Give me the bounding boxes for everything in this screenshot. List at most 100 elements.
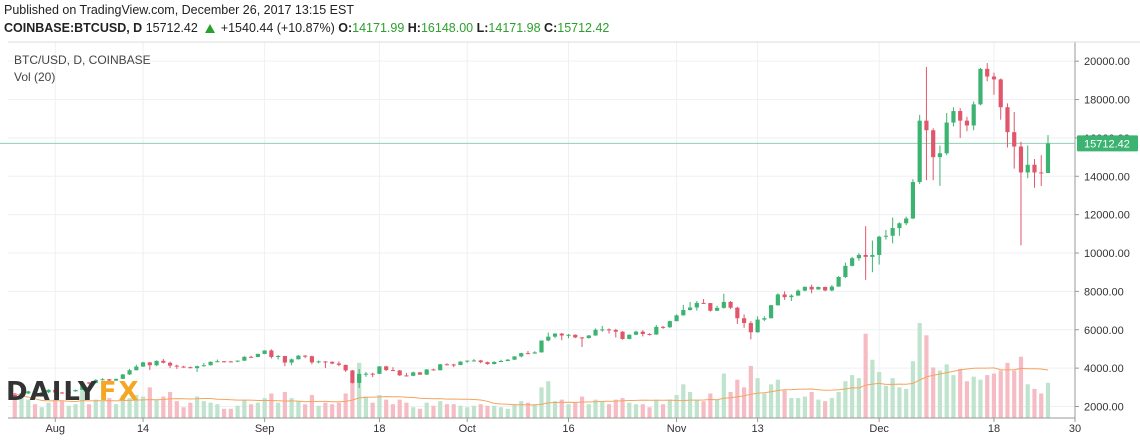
volume-bar bbox=[296, 401, 301, 418]
volume-bar bbox=[944, 364, 949, 418]
candle-body bbox=[113, 378, 119, 381]
volume-bar bbox=[728, 391, 733, 418]
candle-body bbox=[370, 373, 375, 375]
volume-bar bbox=[39, 407, 44, 418]
volume-bar bbox=[809, 391, 814, 418]
volume-bar bbox=[748, 365, 753, 418]
candle-body bbox=[377, 366, 382, 374]
volume-bar bbox=[323, 402, 328, 418]
candle-body bbox=[107, 379, 112, 381]
chart-grid bbox=[8, 42, 1076, 418]
open-value: 14171.99 bbox=[352, 21, 405, 35]
volume-bar bbox=[167, 391, 173, 418]
candle-body bbox=[998, 79, 1003, 108]
volume-bar bbox=[910, 361, 916, 418]
candle-body bbox=[343, 364, 348, 371]
volume-bar bbox=[606, 404, 612, 418]
candle-body bbox=[755, 319, 760, 333]
volume-bar bbox=[789, 398, 794, 418]
candle-body bbox=[1039, 172, 1044, 174]
candle-body bbox=[424, 369, 429, 375]
volume-bar bbox=[59, 401, 65, 418]
candle-body bbox=[262, 350, 267, 354]
x-tick-label: 14 bbox=[137, 423, 149, 435]
candle-body bbox=[505, 359, 510, 362]
volume-bar bbox=[593, 399, 598, 418]
candle-body bbox=[1005, 107, 1010, 133]
volume-bar bbox=[904, 388, 909, 418]
candle-body bbox=[890, 228, 895, 236]
volume-bar bbox=[856, 378, 861, 418]
volume-bar bbox=[242, 399, 247, 418]
candle-body bbox=[465, 360, 470, 362]
candle-body bbox=[620, 331, 625, 339]
volume-bar bbox=[917, 323, 922, 418]
volume-bar bbox=[1032, 388, 1037, 418]
candle-body bbox=[931, 130, 936, 158]
candle-body bbox=[303, 355, 308, 357]
close-label: C: bbox=[544, 21, 558, 35]
volume-bar bbox=[512, 404, 517, 418]
volume-bar bbox=[390, 404, 396, 418]
candle-body bbox=[1012, 132, 1017, 147]
candle-body bbox=[586, 335, 591, 339]
candle-body bbox=[181, 366, 186, 368]
x-tick-label: 16 bbox=[562, 423, 574, 435]
volume-bar bbox=[269, 393, 274, 418]
candle-body bbox=[323, 361, 328, 363]
volume-bar bbox=[12, 393, 17, 418]
volume-bar bbox=[546, 381, 551, 418]
candle-body bbox=[46, 389, 51, 393]
volume-bar bbox=[660, 404, 666, 418]
candle-body bbox=[944, 122, 949, 154]
candle-body bbox=[485, 362, 490, 365]
candle-body bbox=[498, 361, 504, 363]
volume-bar bbox=[235, 405, 240, 418]
candle-body bbox=[1032, 164, 1037, 173]
volume-bar bbox=[100, 401, 105, 418]
volume-bar bbox=[1012, 370, 1017, 418]
candle-body bbox=[174, 365, 179, 367]
volume-bar bbox=[863, 333, 868, 418]
volume-bar bbox=[1045, 382, 1051, 418]
candle-body bbox=[222, 361, 227, 363]
candle-body bbox=[640, 331, 645, 334]
dailyfx-logo: DAILYFX bbox=[6, 377, 141, 407]
volume-bar bbox=[370, 402, 375, 418]
candle-body bbox=[66, 391, 71, 394]
volume-bar bbox=[492, 405, 497, 418]
published-note: Published on TradingView.com, December 2… bbox=[4, 3, 354, 17]
volume-bar bbox=[107, 398, 112, 418]
volume-bar bbox=[140, 396, 146, 418]
volume-bar bbox=[796, 398, 801, 418]
candle-body bbox=[573, 334, 578, 338]
candle-body bbox=[910, 182, 916, 219]
volume-bar bbox=[708, 393, 713, 418]
candle-body bbox=[208, 361, 213, 366]
volume-bar bbox=[998, 370, 1003, 418]
volume-bar bbox=[444, 404, 450, 418]
y-tick-label: 14000.00 bbox=[1084, 171, 1130, 183]
volume-bar bbox=[249, 404, 254, 418]
volume-bar bbox=[951, 375, 956, 418]
symbol-ohlc-bar: COINBASE:BTCUSD, D 15712.42 +1540.44 (+1… bbox=[4, 21, 609, 35]
candle-body bbox=[93, 379, 98, 383]
volume-bar bbox=[357, 362, 362, 418]
candle-body bbox=[823, 286, 828, 291]
candle-body bbox=[674, 315, 679, 322]
volume-bar bbox=[1005, 362, 1010, 418]
candle-body bbox=[883, 235, 889, 237]
volume-bar bbox=[215, 404, 220, 418]
candle-body bbox=[694, 302, 699, 308]
volume-bar bbox=[289, 398, 294, 418]
high-label: H: bbox=[407, 21, 421, 35]
volume-bar bbox=[579, 396, 585, 418]
volume-bar bbox=[478, 404, 483, 418]
volume-bar bbox=[525, 402, 531, 418]
volume-bar bbox=[201, 401, 206, 418]
candle-body bbox=[73, 389, 78, 392]
volume-bar bbox=[26, 399, 31, 418]
volume-bar bbox=[559, 399, 564, 418]
last-price-tag-label: 15712.42 bbox=[1084, 138, 1130, 150]
